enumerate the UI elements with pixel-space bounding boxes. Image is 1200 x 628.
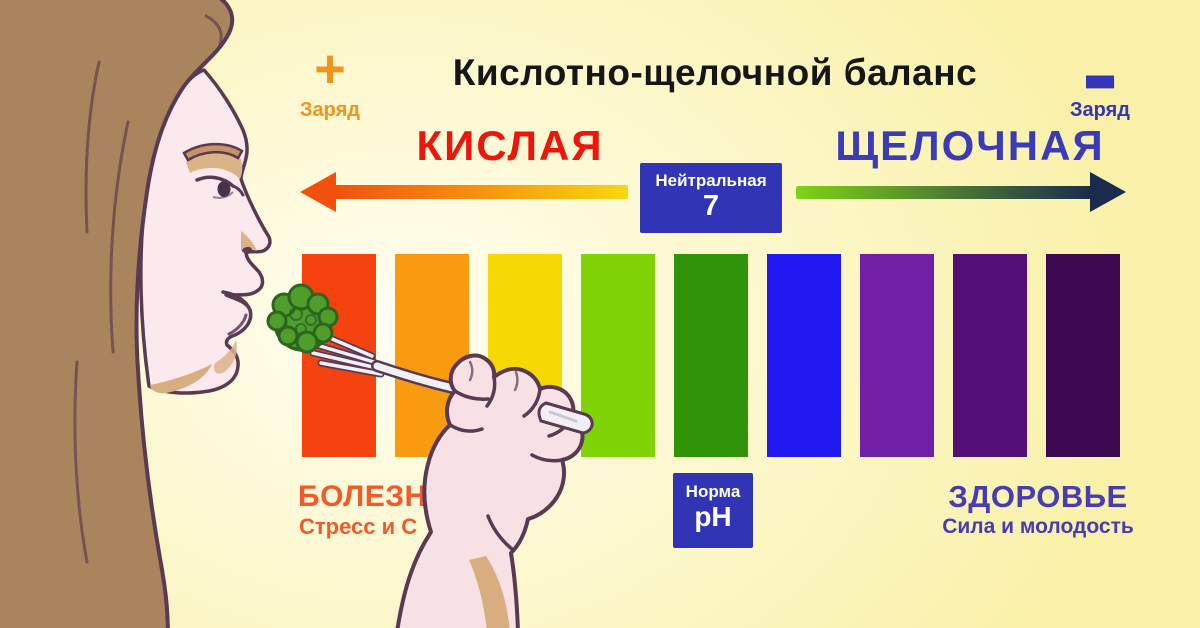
disease-subtitle: Стресс и С [299,514,418,539]
ph-bar-9 [1046,254,1120,457]
page-title: Кислотно-щелочной баланс [452,52,978,93]
ph-bar-2 [395,254,469,457]
ph-bar-8 [953,254,1027,457]
charge-positive-label: Заряд [300,99,360,121]
acidic-label: КИСЛАЯ [416,122,604,169]
arrow-left-head-icon [300,172,336,212]
ph-bar-7 [860,254,934,457]
norm-label: Норма [685,482,741,501]
ph-bar-5 [674,254,748,457]
alkaline-arrow [796,172,1126,212]
ph-bar-3 [488,254,562,457]
norm-ph-box: Норма pH [673,473,753,548]
neutral-ph-box: Нейтральная 7 [640,163,782,233]
charge-negative-label: Заряд [1070,99,1130,121]
neutral-label: Нейтральная [655,171,767,190]
health-title: ЗДОРОВЬЕ [948,479,1128,514]
ph-bar-1 [302,254,376,457]
arrow-left-shaft [334,185,628,199]
arrow-right-head-icon [1090,172,1126,212]
neutral-value: 7 [702,190,720,222]
disease-title: БОЛЕЗНИ [298,480,449,513]
minus-icon: − [1083,13,1117,147]
arrow-right-shaft [796,186,1092,199]
ph-bar-4 [581,254,655,457]
acidic-arrow [300,172,628,212]
health-subtitle: Сила и молодость [942,515,1134,538]
alkaline-label: ЩЕЛОЧНАЯ [835,122,1105,169]
ph-bar-6 [767,254,841,457]
plus-icon: + [314,39,346,99]
norm-value: pH [694,501,732,532]
